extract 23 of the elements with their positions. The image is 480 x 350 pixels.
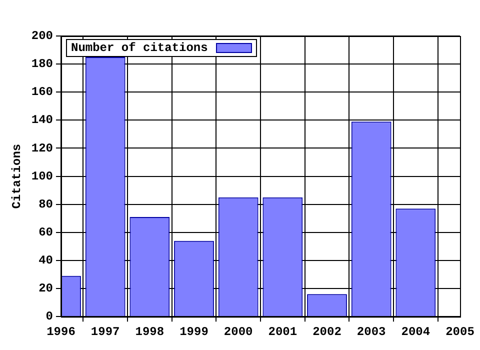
y-tick-label: 180: [31, 57, 54, 72]
x-tick-label: 1999: [180, 324, 208, 339]
y-axis-title: Citations: [10, 144, 24, 209]
y-tick-label: 80: [38, 197, 54, 212]
y-tick-label: 100: [31, 169, 54, 184]
y-tick-label: 160: [31, 85, 54, 100]
x-tick-label: 2001: [268, 324, 298, 339]
y-tick-label: 0: [46, 310, 54, 324]
x-tick-label: 2000: [224, 324, 253, 339]
legend-label: Number of citations: [71, 41, 208, 55]
x-tick-label: 1997: [90, 324, 120, 339]
y-tick-label: 120: [31, 141, 54, 156]
x-tick-label: 2004: [401, 324, 430, 339]
x-tick-label: 2003: [356, 324, 386, 339]
x-tick-label: 1998: [135, 324, 164, 339]
y-tick-label: 40: [38, 253, 54, 268]
y-tick-label: 200: [31, 29, 54, 44]
y-tick-label: 20: [38, 282, 54, 296]
x-tick-label: 1996: [46, 324, 76, 339]
x-tick-label: 2002: [312, 324, 342, 339]
y-tick-label: 60: [38, 225, 54, 240]
x-tick-label: 2005: [446, 324, 474, 339]
y-tick-label: 140: [31, 113, 54, 128]
